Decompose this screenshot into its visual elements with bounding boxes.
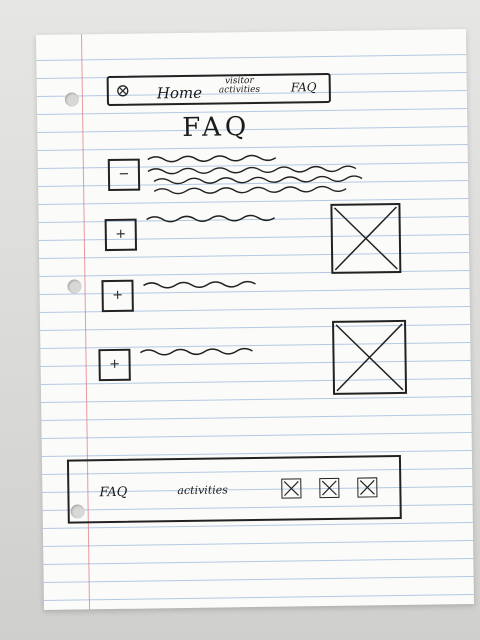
punch-hole (67, 279, 82, 294)
page-title: FAQ (182, 112, 251, 143)
nav-link-visitor-activities[interactable]: visitor activities (218, 76, 261, 96)
nav-link-faq[interactable]: FAQ (290, 80, 317, 95)
faq-question-text-placeholder (140, 347, 253, 356)
footer-link-activities[interactable]: activities (177, 483, 228, 498)
social-icon[interactable] (319, 477, 340, 499)
faq-toggle-button[interactable]: − (107, 158, 141, 192)
image-placeholder-icon (332, 319, 408, 395)
image-placeholder-icon (330, 202, 402, 274)
nav-link-home[interactable]: Home (156, 83, 203, 103)
social-icon[interactable] (281, 478, 302, 499)
faq-toggle-button[interactable]: + (101, 279, 134, 313)
footer-link-faq[interactable]: FAQ (99, 484, 128, 501)
faq-toggle-button[interactable]: + (98, 348, 131, 382)
nav-visitor-line2: activities (218, 84, 261, 96)
faq-question-text-placeholder (146, 214, 275, 223)
faq-question-text-placeholder (147, 154, 363, 195)
wireframe-sketch-paper: Home visitor activities FAQ FAQ − + (36, 29, 474, 610)
faq-toggle-button[interactable]: + (104, 218, 138, 252)
punch-hole (64, 92, 80, 107)
x-circle-icon[interactable] (117, 85, 129, 97)
faq-question-text-placeholder (143, 280, 256, 289)
top-nav-bar: Home visitor activities FAQ (106, 72, 331, 107)
footer-bar: FAQ activities (66, 454, 402, 524)
social-icon[interactable] (357, 477, 378, 498)
